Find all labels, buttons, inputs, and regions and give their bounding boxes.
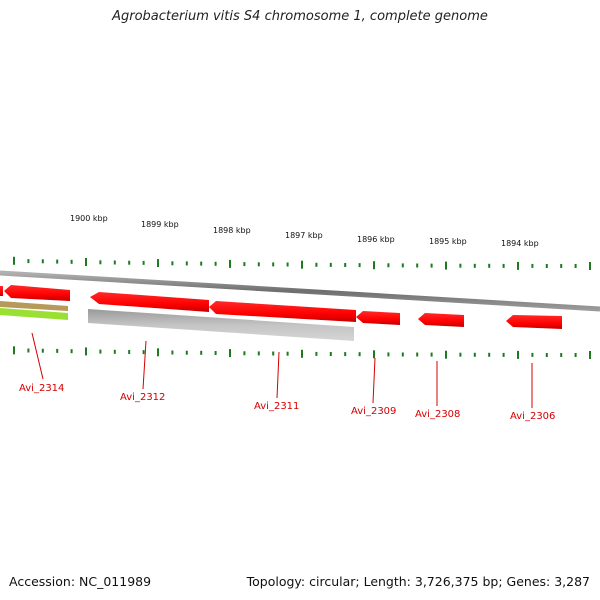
scale-label-1899: 1899 kbp <box>141 220 179 229</box>
gene-label-avi-2311[interactable]: Avi_2311 <box>254 401 299 412</box>
gene-label-avi-2309[interactable]: Avi_2309 <box>351 406 396 417</box>
gene-label-avi-2306[interactable]: Avi_2306 <box>510 411 555 422</box>
genome-backbone-line <box>0 270 600 312</box>
gene-label-avi-2314[interactable]: Avi_2314 <box>19 383 64 394</box>
accession-text: Accession: NC_011989 <box>9 574 152 589</box>
leader-line-avi-2311 <box>276 351 280 399</box>
scale-label-1900: 1900 kbp <box>70 214 108 223</box>
gene-arrow-avi-2306[interactable] <box>506 315 562 329</box>
gene-arrow-avi-2312[interactable] <box>90 292 209 312</box>
scale-label-1895: 1895 kbp <box>429 237 467 246</box>
gene-arrow-avi-2308[interactable] <box>418 313 464 327</box>
lower-scale-ticks <box>13 346 591 359</box>
forward-strand-genes <box>0 285 562 329</box>
gene-labels: Avi_2314 Avi_2312 Avi_2311 Avi_2309 Avi_… <box>19 383 555 422</box>
other-features <box>0 301 354 341</box>
scale-label-1894: 1894 kbp <box>501 239 539 248</box>
map-title: Agrobacterium vitis S4 chromosome 1, com… <box>112 9 488 24</box>
genome-summary-text: Topology: circular; Length: 3,726,375 bp… <box>246 574 590 589</box>
scale-labels: 1900 kbp 1899 kbp 1898 kbp 1897 kbp 1896… <box>70 214 539 248</box>
rna-feature-bar-top[interactable] <box>0 301 68 311</box>
gene-leader-lines <box>31 332 533 408</box>
gene-arrow-avi-2314[interactable] <box>4 285 70 301</box>
scale-label-1897: 1897 kbp <box>285 231 323 240</box>
scale-label-1898: 1898 kbp <box>213 226 251 235</box>
gene-arrow-avi-2309[interactable] <box>356 311 400 325</box>
scale-label-1896: 1896 kbp <box>357 235 395 244</box>
gene-label-avi-2312[interactable]: Avi_2312 <box>120 392 165 403</box>
gene-arrow-avi-2314-left-fragment[interactable] <box>0 286 3 296</box>
gene-label-avi-2308[interactable]: Avi_2308 <box>415 409 460 420</box>
pseudo-gene-bar[interactable] <box>88 309 354 341</box>
rna-feature-bar[interactable] <box>0 308 68 320</box>
leader-line-avi-2314 <box>31 332 44 380</box>
leader-line-avi-2309 <box>372 357 376 404</box>
gene-arrow-avi-2311[interactable] <box>209 301 356 322</box>
upper-scale-ticks <box>13 256 591 270</box>
leader-line-avi-2312 <box>142 340 147 390</box>
